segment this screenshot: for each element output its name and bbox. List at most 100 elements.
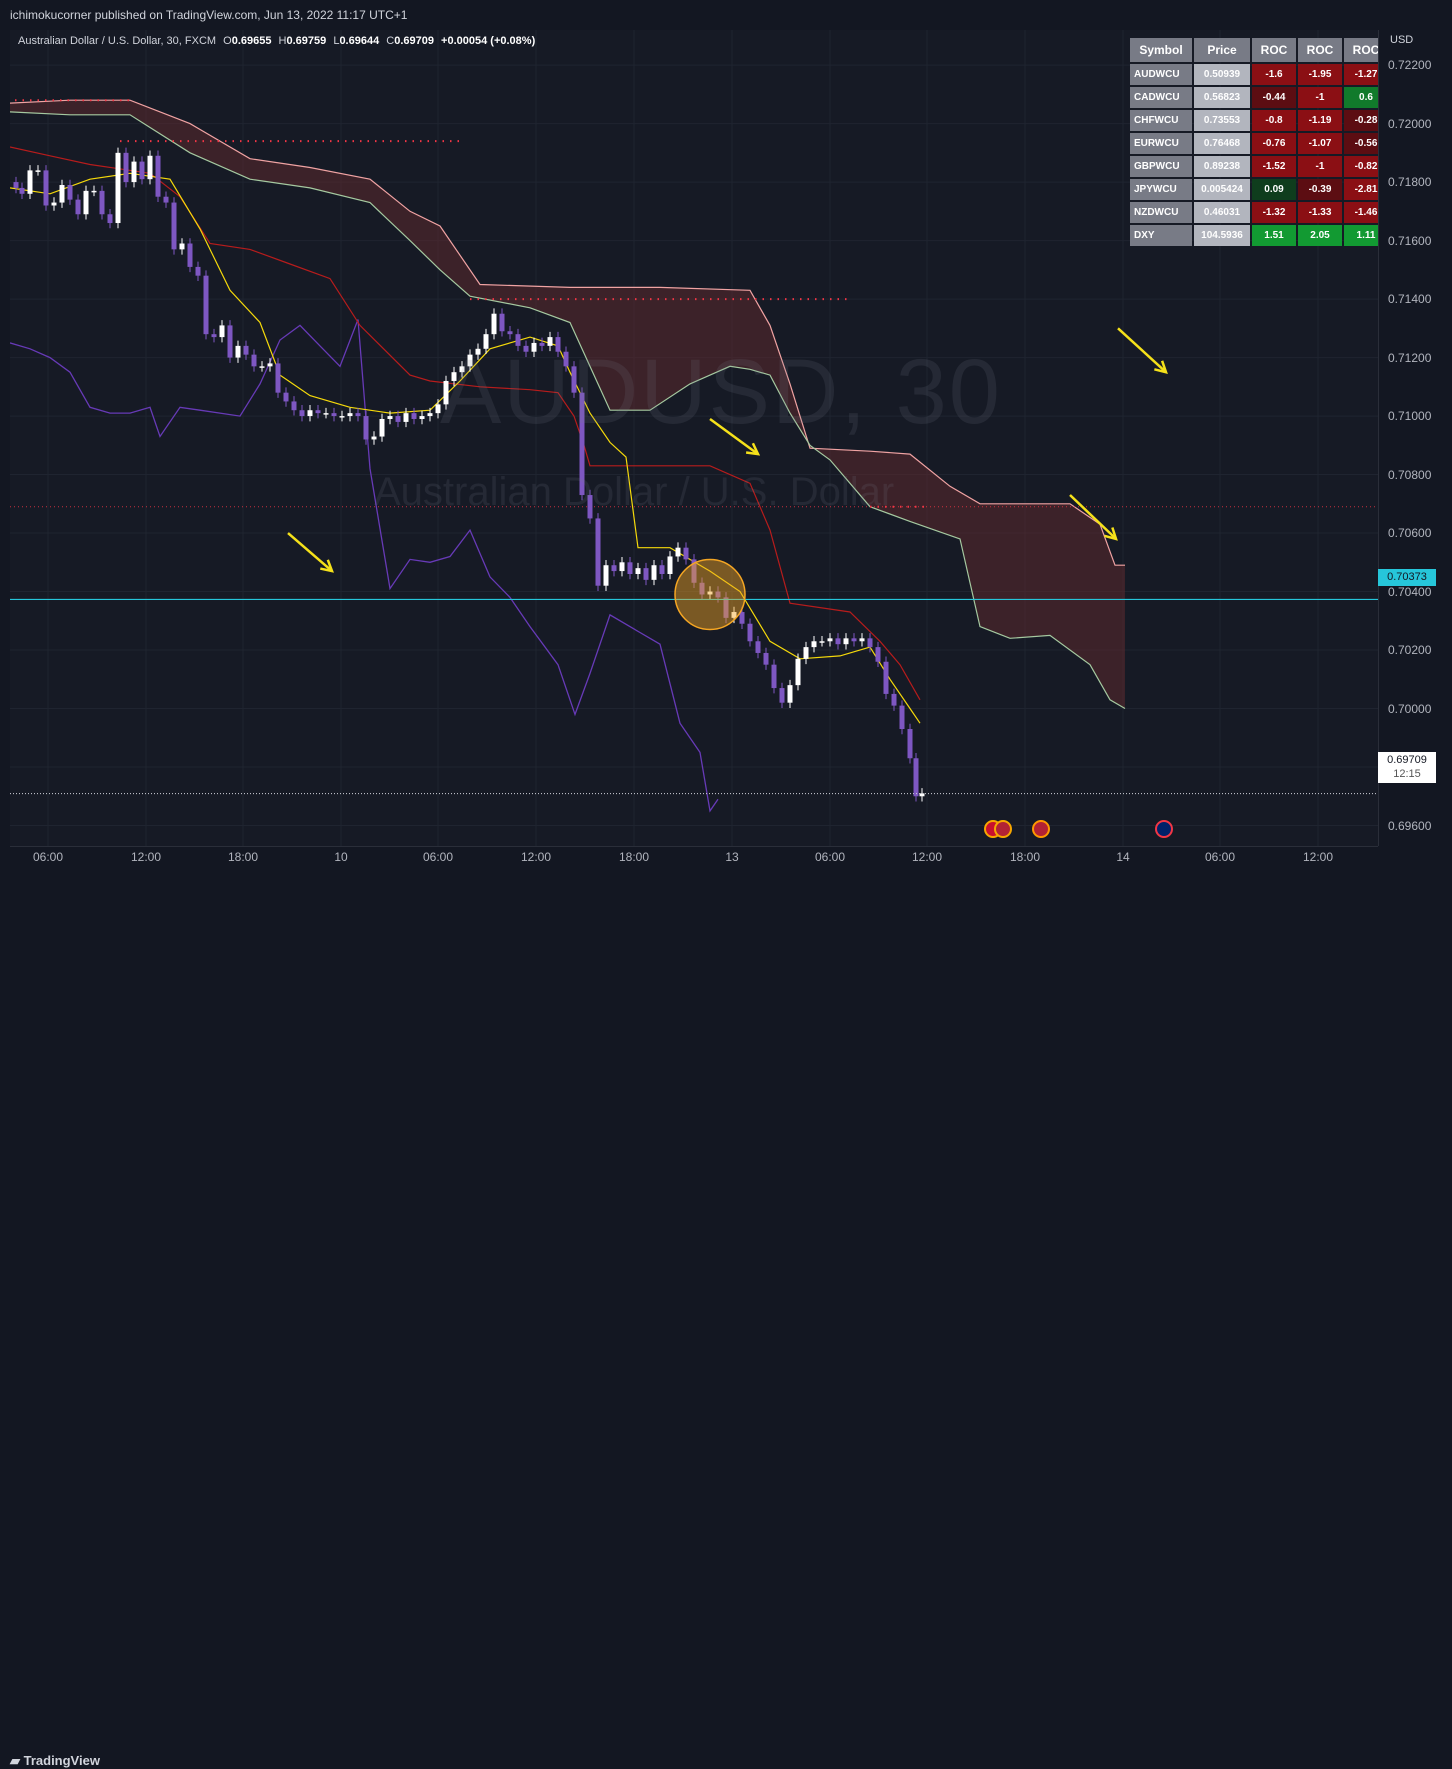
- annotation-arrowhead: [1154, 360, 1168, 374]
- us-event-flag-icon[interactable]: [1032, 820, 1050, 838]
- candle-body: [907, 729, 913, 759]
- candle-body: [555, 337, 561, 352]
- legend-low: 0.69644: [339, 35, 380, 47]
- candle-body: [211, 334, 217, 338]
- roc-row: AUDWCU 0.50939 -1.6 -1.95 -1.27: [1130, 64, 1388, 85]
- annotation-arrowhead: [1104, 527, 1118, 541]
- legend-change: +0.00054 (+0.08%): [441, 35, 536, 47]
- candle-body: [563, 351, 569, 367]
- roc-row: GBPWCU 0.89238 -1.52 -1 -0.82: [1130, 156, 1388, 177]
- candle-body: [675, 547, 681, 557]
- symbol-legend[interactable]: Australian Dollar / U.S. Dollar, 30, FXC…: [18, 35, 535, 47]
- price-tick-label: 0.70600: [1388, 526, 1432, 541]
- candle-body: [235, 345, 241, 358]
- candle-body: [731, 612, 737, 618]
- price-tick-label: 0.69600: [1388, 818, 1432, 833]
- candle-body: [99, 190, 105, 215]
- roc-value: -1.27: [1344, 64, 1388, 85]
- roc-header-cell: ROC: [1298, 38, 1342, 62]
- annotation-arrow: [287, 532, 333, 573]
- candle-body: [531, 342, 537, 352]
- candle-body: [51, 202, 57, 206]
- roc-value: -0.8: [1252, 110, 1296, 131]
- roc-row: NZDWCU 0.46031 -1.32 -1.33 -1.46: [1130, 202, 1388, 223]
- candle-body: [419, 416, 425, 419]
- annotation-arrowhead: [745, 442, 761, 456]
- candle-body: [707, 591, 713, 595]
- candle-body: [259, 366, 265, 368]
- roc-value: -2.81: [1344, 179, 1388, 200]
- legend-high: 0.69759: [286, 35, 327, 47]
- roc-value: 0.6: [1344, 87, 1388, 108]
- candle-body: [83, 190, 89, 215]
- candle-body: [283, 392, 289, 402]
- bar-countdown: 12:15: [1393, 768, 1421, 780]
- candle-body: [755, 641, 761, 653]
- us-event-flag-icon[interactable]: [994, 820, 1012, 838]
- roc-symbol: DXY: [1130, 225, 1192, 246]
- candle-body: [91, 190, 97, 193]
- roc-value: -1.19: [1298, 110, 1342, 131]
- price-tick-label: 0.70000: [1388, 701, 1432, 716]
- legend-open: 0.69655: [231, 35, 272, 47]
- tv-logo-icon: ▰: [10, 1753, 24, 1768]
- candle-body: [139, 161, 145, 180]
- candle-body: [913, 758, 919, 797]
- candle-body: [347, 413, 353, 417]
- candle-body: [339, 416, 345, 418]
- candle-body: [307, 410, 313, 417]
- legend-high-label: H: [278, 35, 287, 47]
- candle-body: [179, 243, 185, 250]
- tv-brand: TradingView: [23, 1753, 100, 1768]
- roc-symbol: AUDWCU: [1130, 64, 1192, 85]
- time-scale[interactable]: [10, 846, 1378, 871]
- candle-body: [899, 705, 905, 730]
- roc-row: JPYWCU 0.005424 0.09 -0.39 -2.81: [1130, 179, 1388, 200]
- time-tick-label: 12:00: [130, 850, 162, 864]
- candle-body: [163, 196, 169, 203]
- roc-value: 0.09: [1252, 179, 1296, 200]
- roc-value: -1.07: [1298, 133, 1342, 154]
- candle-body: [667, 556, 673, 574]
- candle-body: [779, 688, 785, 703]
- roc-value: -1.95: [1298, 64, 1342, 85]
- roc-symbol: NZDWCU: [1130, 202, 1192, 223]
- time-tick-label: 12:00: [1302, 850, 1334, 864]
- roc-value: -0.28: [1344, 110, 1388, 131]
- candle-body: [659, 565, 665, 574]
- roc-row: CHFWCU 0.73553 -0.8 -1.19 -0.28: [1130, 110, 1388, 131]
- roc-value: 1.11: [1344, 225, 1388, 246]
- candle-body: [355, 413, 361, 417]
- candle-body: [331, 413, 337, 417]
- candle-body: [403, 413, 409, 422]
- price-scale[interactable]: [1378, 30, 1452, 846]
- candle-body: [635, 568, 641, 574]
- au-event-flag-icon[interactable]: [1155, 820, 1173, 838]
- candle-body: [651, 565, 657, 580]
- candle-body: [75, 199, 81, 215]
- candle-body: [467, 354, 473, 367]
- price-tick-label: 0.71800: [1388, 175, 1432, 190]
- roc-symbol: JPYWCU: [1130, 179, 1192, 200]
- candle-body: [643, 568, 649, 580]
- time-tick-label: 18:00: [227, 850, 259, 864]
- candle-body: [379, 418, 385, 437]
- tradingview-logo[interactable]: ▰ TradingView: [10, 1753, 100, 1769]
- candle-body: [715, 591, 721, 598]
- candle-body: [227, 325, 233, 358]
- tenkan-sen: [10, 172, 921, 724]
- candle-body: [763, 652, 769, 665]
- candle-body: [491, 313, 497, 335]
- candle-body: [107, 214, 113, 224]
- candle-body: [919, 793, 925, 797]
- candle-body: [587, 495, 593, 519]
- currency-label: USD: [1390, 34, 1414, 46]
- roc-header-cell: ROC: [1252, 38, 1296, 62]
- roc-value: -1: [1298, 156, 1342, 177]
- candle-body: [835, 638, 841, 645]
- time-tick-label: 12:00: [911, 850, 943, 864]
- candle-body: [859, 638, 865, 642]
- marker-level-tag: 0.70373: [1378, 569, 1436, 586]
- price-tick-label: 0.72000: [1388, 116, 1432, 131]
- candle-body: [539, 342, 545, 346]
